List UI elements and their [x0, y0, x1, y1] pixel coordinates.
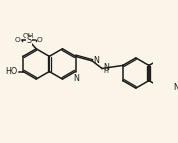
- Text: H: H: [103, 68, 108, 74]
- Text: HO: HO: [6, 67, 18, 76]
- Text: OH: OH: [23, 33, 34, 39]
- Text: N: N: [173, 83, 178, 92]
- Text: S: S: [26, 36, 31, 45]
- Text: N: N: [94, 56, 100, 65]
- Text: N: N: [103, 63, 109, 72]
- Text: O: O: [15, 37, 20, 43]
- Text: O: O: [37, 37, 43, 43]
- Text: N: N: [73, 74, 79, 83]
